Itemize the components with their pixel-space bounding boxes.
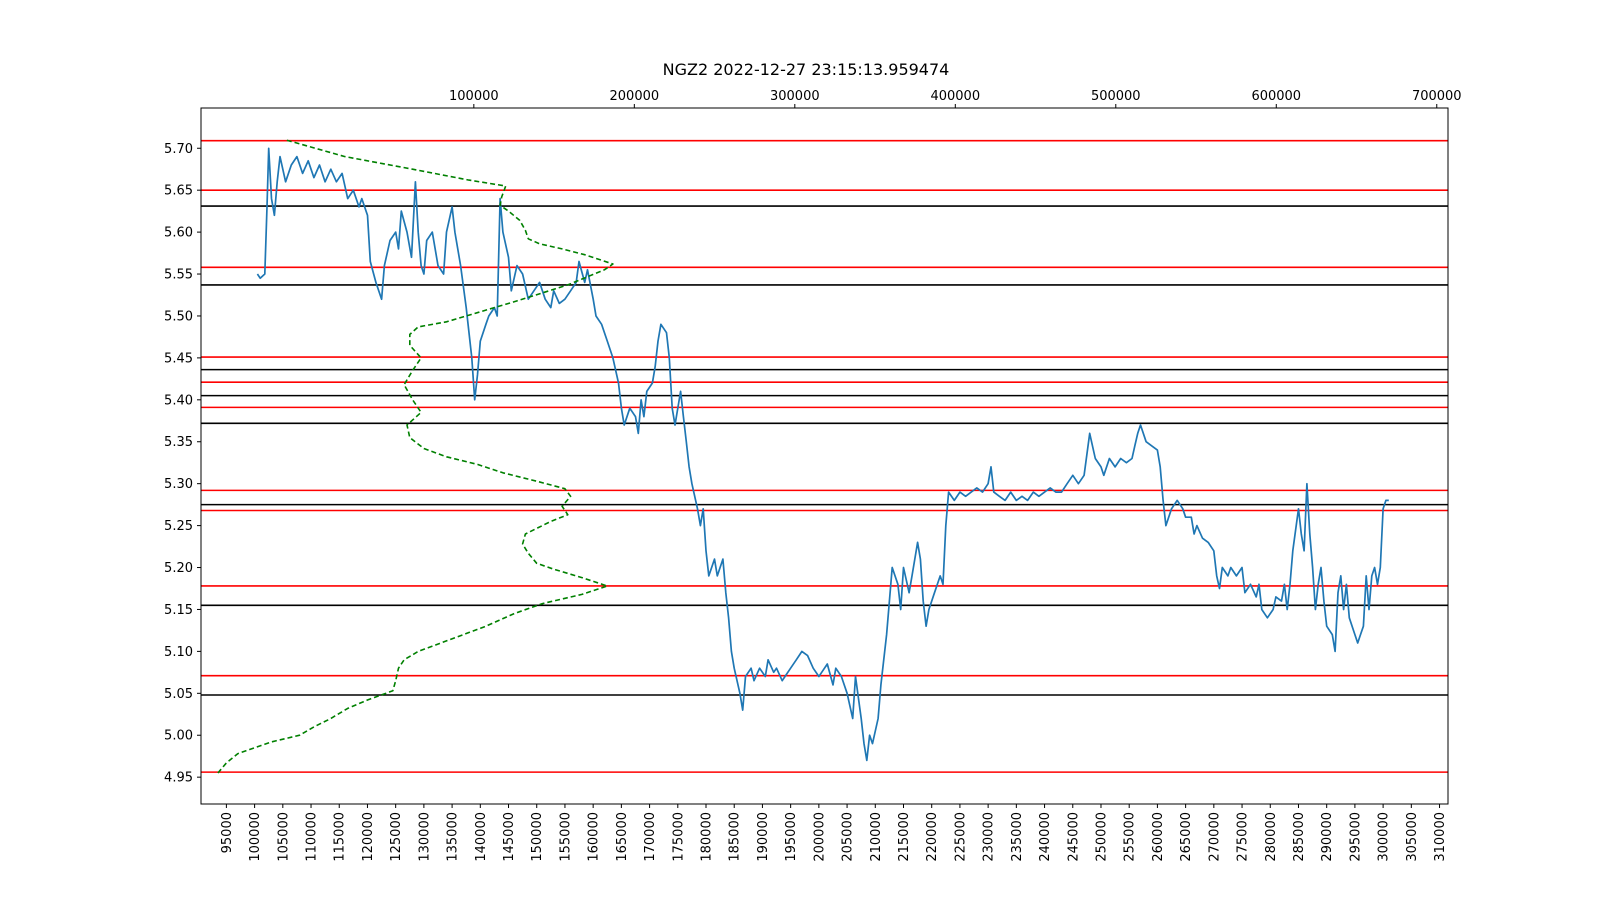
x-tick-label: 305000 — [1405, 812, 1420, 862]
x-tick-label: 210000 — [869, 812, 884, 862]
plot-frame — [200, 107, 1449, 805]
x-tick-label: 165000 — [615, 812, 630, 862]
x-tick-label: 110000 — [305, 812, 320, 862]
y-tick-label: 5.55 — [164, 268, 193, 283]
chart-title: NGZ2 2022-12-27 23:15:13.959474 — [663, 60, 950, 79]
x-tick-label: 280000 — [1264, 812, 1279, 862]
x-tick-label: 115000 — [333, 812, 348, 862]
y-tick-label: 5.45 — [164, 351, 193, 366]
x-tick-label: 270000 — [1207, 812, 1222, 862]
y-tick-label: 5.70 — [164, 142, 193, 157]
y-tick-label: 5.60 — [164, 226, 193, 241]
horizontal-levels — [201, 139, 1448, 773]
x-tick-label: 190000 — [756, 812, 771, 862]
x-tick-label: 235000 — [1010, 812, 1025, 862]
y-tick-label: 5.10 — [164, 645, 193, 660]
y-tick-label: 5.00 — [164, 729, 193, 744]
y-tick-label: 5.35 — [164, 435, 193, 450]
x-tick-label: 225000 — [953, 812, 968, 862]
x-tick-label: 130000 — [417, 812, 432, 862]
top-x-tick-label: 600000 — [1251, 89, 1301, 104]
series-layer — [217, 139, 1389, 774]
price-line — [256, 147, 1389, 762]
x-tick-label: 100000 — [248, 812, 263, 862]
x-tick-label: 150000 — [530, 812, 545, 862]
x-tick-label: 200000 — [812, 812, 827, 862]
x-tick-label: 275000 — [1236, 812, 1251, 862]
x-tick-label: 170000 — [643, 812, 658, 862]
y-tick-label: 4.95 — [164, 771, 193, 786]
top-x-tick-label: 200000 — [610, 89, 660, 104]
y-tick-label: 5.05 — [164, 687, 193, 702]
top-x-tick-label: 700000 — [1412, 89, 1462, 104]
x-tick-label: 125000 — [389, 812, 404, 862]
x-tick-label: 295000 — [1348, 812, 1363, 862]
volume-profile-line — [217, 139, 614, 774]
x-tick-label: 175000 — [671, 812, 686, 862]
x-tick-label: 230000 — [982, 812, 997, 862]
x-tick-label: 265000 — [1179, 812, 1194, 862]
x-tick-label: 95000 — [220, 812, 235, 853]
x-tick-label: 120000 — [361, 812, 376, 862]
x-tick-label: 220000 — [925, 812, 940, 862]
x-tick-label: 290000 — [1320, 812, 1335, 862]
x-tick-label: 240000 — [1038, 812, 1053, 862]
x-tick-label: 205000 — [841, 812, 856, 862]
x-tick-label: 180000 — [700, 812, 715, 862]
x-tick-label: 310000 — [1433, 812, 1448, 862]
top-x-tick-label: 500000 — [1091, 89, 1141, 104]
x-tick-label: 105000 — [276, 812, 291, 862]
y-tick-label: 5.25 — [164, 519, 193, 534]
x-tick-label: 160000 — [587, 812, 602, 862]
x-tick-label: 255000 — [1123, 812, 1138, 862]
y-tick-label: 5.50 — [164, 309, 193, 324]
x-tick-label: 145000 — [502, 812, 517, 862]
x-tick-label: 135000 — [446, 812, 461, 862]
x-tick-label: 195000 — [784, 812, 799, 862]
y-tick-label: 5.40 — [164, 393, 193, 408]
x-tick-label: 215000 — [897, 812, 912, 862]
y-tick-label: 5.20 — [164, 561, 193, 576]
y-tick-label: 5.15 — [164, 603, 193, 618]
x-tick-label: 285000 — [1292, 812, 1307, 862]
x-tick-label: 155000 — [558, 812, 573, 862]
x-tick-label: 300000 — [1377, 812, 1392, 862]
x-tick-label: 250000 — [1095, 812, 1110, 862]
top-x-tick-label: 400000 — [930, 89, 980, 104]
top-x-tick-label: 100000 — [449, 89, 499, 104]
x-tick-label: 185000 — [728, 812, 743, 862]
x-tick-label: 260000 — [1151, 812, 1166, 862]
axes: 4.95 5.00 5.05 5.10 5.15 5.20 5.25 5.30 5.35 5.40… — [164, 89, 1462, 862]
y-tick-label: 5.65 — [164, 184, 193, 199]
x-tick-label: 140000 — [474, 812, 489, 862]
x-tick-label: 245000 — [1066, 812, 1081, 862]
top-x-tick-label: 300000 — [770, 89, 820, 104]
y-tick-label: 5.30 — [164, 477, 193, 492]
